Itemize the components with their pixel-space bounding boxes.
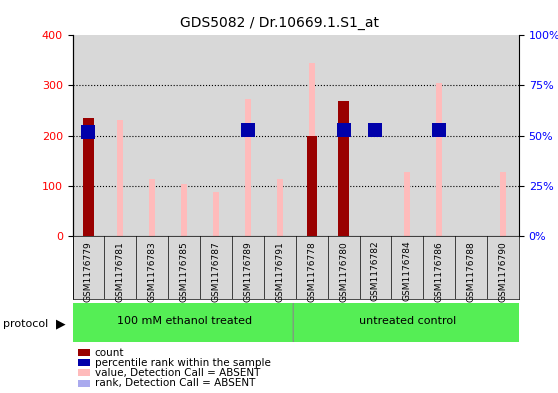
Bar: [104, 35, 136, 236]
Text: GSM1176788: GSM1176788: [466, 241, 475, 301]
Text: GSM1176780: GSM1176780: [339, 241, 348, 301]
Text: GSM1176784: GSM1176784: [403, 241, 412, 301]
Bar: [296, 35, 328, 236]
Bar: [424, 35, 455, 236]
Bar: [150, 179, 155, 236]
Bar: [168, 35, 200, 236]
Bar: [181, 184, 187, 236]
Bar: [436, 83, 442, 236]
Text: protocol: protocol: [3, 319, 48, 329]
Text: untreated control: untreated control: [359, 316, 456, 327]
Text: GSM1176789: GSM1176789: [243, 241, 252, 301]
FancyBboxPatch shape: [70, 301, 299, 344]
Text: rank, Detection Call = ABSENT: rank, Detection Call = ABSENT: [95, 378, 255, 388]
Text: count: count: [95, 347, 124, 358]
Bar: [213, 192, 219, 236]
Bar: [500, 172, 506, 236]
Bar: [118, 119, 123, 236]
Text: GSM1176782: GSM1176782: [371, 241, 380, 301]
Bar: [341, 143, 347, 236]
Bar: [200, 35, 232, 236]
Text: GSM1176790: GSM1176790: [498, 241, 507, 301]
Text: GSM1176778: GSM1176778: [307, 241, 316, 301]
Bar: [83, 118, 94, 236]
Bar: [455, 35, 487, 236]
Bar: [245, 99, 251, 236]
Text: GSM1176791: GSM1176791: [275, 241, 284, 301]
Text: percentile rank within the sample: percentile rank within the sample: [95, 358, 271, 368]
Text: ▶: ▶: [56, 318, 66, 331]
Text: GSM1176786: GSM1176786: [435, 241, 444, 301]
Text: GDS5082 / Dr.10669.1.S1_at: GDS5082 / Dr.10669.1.S1_at: [180, 16, 378, 30]
Text: 100 mM ethanol treated: 100 mM ethanol treated: [117, 316, 252, 327]
Text: GSM1176787: GSM1176787: [211, 241, 220, 301]
Text: value, Detection Call = ABSENT: value, Detection Call = ABSENT: [95, 368, 260, 378]
Text: GSM1176785: GSM1176785: [180, 241, 189, 301]
Bar: [339, 101, 349, 236]
Bar: [359, 35, 391, 236]
Bar: [73, 35, 104, 236]
Text: GSM1176779: GSM1176779: [84, 241, 93, 301]
Bar: [487, 35, 519, 236]
Bar: [328, 35, 359, 236]
Bar: [306, 136, 317, 236]
Bar: [405, 172, 410, 236]
Bar: [391, 35, 424, 236]
Bar: [136, 35, 168, 236]
Bar: [232, 35, 264, 236]
Text: GSM1176783: GSM1176783: [148, 241, 157, 301]
Text: GSM1176781: GSM1176781: [116, 241, 125, 301]
Bar: [264, 35, 296, 236]
FancyBboxPatch shape: [293, 301, 522, 344]
Bar: [277, 179, 283, 236]
Bar: [309, 63, 315, 236]
